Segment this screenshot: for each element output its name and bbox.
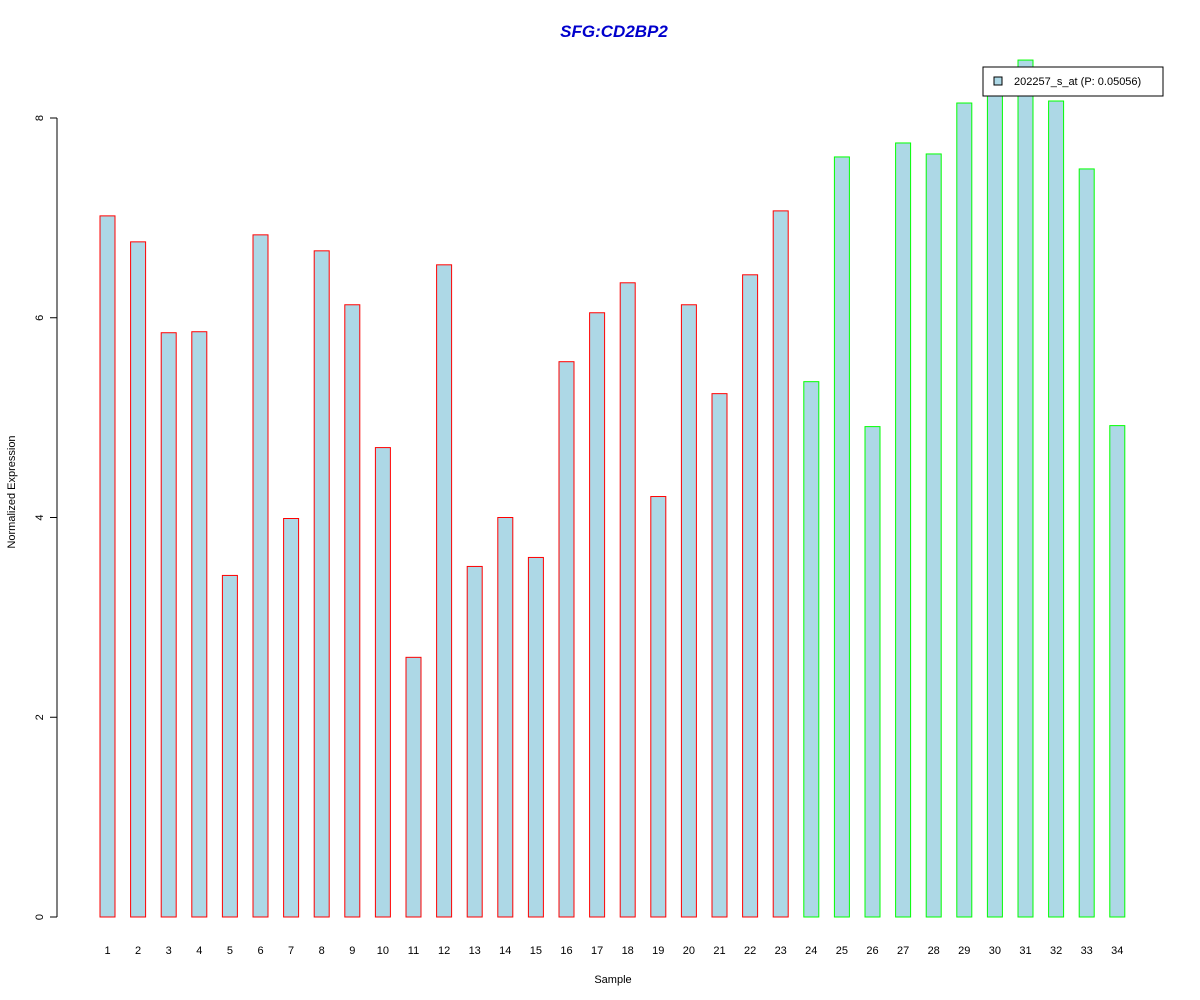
bar-sample-24 bbox=[803, 381, 820, 918]
bars-group bbox=[99, 59, 1126, 918]
bar-sample-32 bbox=[1048, 100, 1065, 918]
x-tick-label: 19 bbox=[652, 945, 664, 957]
y-tick-label: 0 bbox=[34, 914, 46, 920]
bar-sample-15 bbox=[527, 556, 544, 918]
x-tick-label: 18 bbox=[622, 945, 634, 957]
bar-sample-1 bbox=[99, 215, 116, 918]
x-tick-label: 33 bbox=[1081, 945, 1093, 957]
bar-sample-3 bbox=[160, 332, 177, 918]
bar-sample-27 bbox=[895, 142, 912, 918]
x-tick-label: 28 bbox=[928, 945, 940, 957]
bar-sample-5 bbox=[221, 574, 238, 918]
x-tick-label: 16 bbox=[560, 945, 572, 957]
bar-sample-12 bbox=[436, 264, 453, 918]
x-tick-label: 12 bbox=[438, 945, 450, 957]
x-tick-label: 30 bbox=[989, 945, 1001, 957]
bar-sample-25 bbox=[833, 156, 850, 918]
legend: 202257_s_at (P: 0.05056) bbox=[982, 66, 1164, 97]
bar-sample-7 bbox=[283, 518, 300, 918]
x-tick-label: 17 bbox=[591, 945, 603, 957]
bar-sample-9 bbox=[344, 304, 361, 918]
bar-sample-23 bbox=[772, 210, 789, 918]
y-axis-label: Normalized Expression bbox=[6, 435, 18, 548]
x-tick-label: 31 bbox=[1019, 945, 1031, 957]
legend-label: 202257_s_at (P: 0.05056) bbox=[1014, 76, 1141, 88]
x-tick-label: 2 bbox=[135, 945, 141, 957]
x-tick-label: 4 bbox=[196, 945, 202, 957]
bar-sample-8 bbox=[313, 250, 330, 918]
bar-sample-6 bbox=[252, 234, 269, 918]
x-tick-label: 13 bbox=[469, 945, 481, 957]
bar-sample-2 bbox=[130, 241, 147, 918]
bar-sample-4 bbox=[191, 331, 208, 918]
bar-sample-19 bbox=[650, 496, 667, 918]
x-tick-label: 29 bbox=[958, 945, 970, 957]
legend-box bbox=[982, 66, 1164, 97]
x-tick-label: 22 bbox=[744, 945, 756, 957]
chart-title: SFG:CD2BP2 bbox=[560, 22, 668, 41]
x-tick-label: 32 bbox=[1050, 945, 1062, 957]
x-tick-label: 27 bbox=[897, 945, 909, 957]
x-tick-label: 8 bbox=[319, 945, 325, 957]
y-axis: 0 2 4 6 8 bbox=[34, 115, 58, 920]
x-tick-label: 21 bbox=[713, 945, 725, 957]
legend-swatch bbox=[993, 76, 1003, 86]
x-tick-label: 34 bbox=[1111, 945, 1123, 957]
bar-sample-13 bbox=[466, 565, 483, 918]
bar-sample-16 bbox=[558, 361, 575, 918]
bar-sample-30 bbox=[986, 77, 1003, 918]
x-tick-labels: 1 2 3 4 5 6 7 8 9 10 11 12 13 14 15 16 17 18 19 20 21 22 23 24 2… bbox=[104, 945, 1123, 957]
y-tick-label: 8 bbox=[34, 115, 46, 121]
y-tick-label: 2 bbox=[34, 714, 46, 720]
bar-sample-26 bbox=[864, 426, 881, 918]
bar-sample-29 bbox=[956, 102, 973, 918]
bar-sample-20 bbox=[680, 304, 697, 918]
y-tick-label: 4 bbox=[34, 514, 46, 520]
x-tick-label: 20 bbox=[683, 945, 695, 957]
bar-sample-17 bbox=[589, 312, 606, 918]
bar-sample-34 bbox=[1109, 425, 1126, 918]
x-axis-label: Sample bbox=[594, 974, 631, 986]
x-tick-label: 24 bbox=[805, 945, 817, 957]
x-tick-label: 5 bbox=[227, 945, 233, 957]
x-tick-label: 25 bbox=[836, 945, 848, 957]
bar-sample-28 bbox=[925, 153, 942, 918]
bar-sample-33 bbox=[1078, 168, 1095, 918]
x-tick-label: 7 bbox=[288, 945, 294, 957]
x-tick-label: 11 bbox=[408, 945, 419, 957]
x-tick-label: 14 bbox=[499, 945, 511, 957]
bar-sample-18 bbox=[619, 282, 636, 918]
x-tick-label: 15 bbox=[530, 945, 542, 957]
x-tick-label: 10 bbox=[377, 945, 389, 957]
bar-sample-21 bbox=[711, 393, 728, 918]
x-tick-label: 6 bbox=[257, 945, 263, 957]
x-tick-label: 9 bbox=[349, 945, 355, 957]
x-tick-label: 1 bbox=[104, 945, 110, 957]
bar-sample-10 bbox=[374, 447, 391, 918]
x-tick-label: 26 bbox=[866, 945, 878, 957]
y-tick-label: 6 bbox=[34, 315, 46, 321]
x-tick-label: 3 bbox=[166, 945, 172, 957]
bar-sample-31 bbox=[1017, 59, 1034, 918]
bar-sample-22 bbox=[742, 274, 759, 918]
bar-sample-14 bbox=[497, 517, 514, 918]
bar-sample-11 bbox=[405, 656, 422, 918]
x-tick-label: 23 bbox=[775, 945, 787, 957]
